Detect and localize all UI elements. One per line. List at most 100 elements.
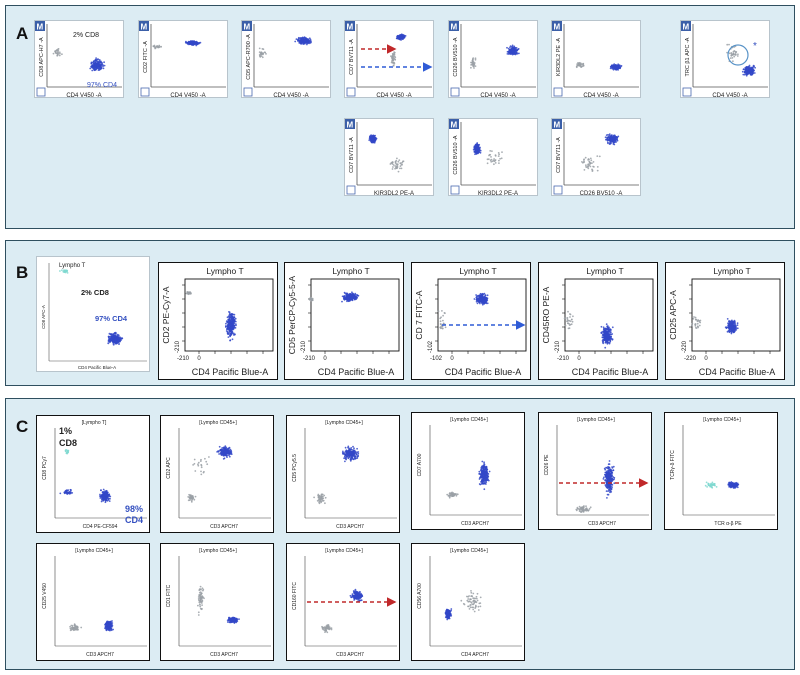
panel-c-plot-10: [Lympho CD45+] CD56 A700 CD4 APCH7: [411, 543, 525, 661]
y-axis-label: CD2 FITC -A: [143, 41, 149, 73]
marker-badge-label: M: [347, 121, 354, 130]
x-axis-label: CD3 APCH7: [588, 521, 616, 527]
event-cloud: [563, 310, 614, 349]
x-tick-label: 0: [323, 356, 327, 362]
marker-badge-label: M: [141, 23, 148, 32]
panel-a-plot-8: M CD7 BV711 -A KIR3DL2 PE-A: [344, 118, 434, 196]
x-tick-label: -210: [557, 356, 570, 362]
corner-gate-icon: [346, 185, 356, 195]
x-axis-label: CD4 V450 -A: [273, 93, 308, 98]
x-axis-label: CD4 APCH7: [461, 652, 489, 658]
y-axis-label: CD26 BV510 -A: [453, 135, 459, 174]
marker-badge-label: M: [554, 121, 561, 130]
panel-c-plot-6: [Lympho CD45+] TCRγ-δ FITC TCR α-β PE: [664, 412, 778, 530]
cd4-percent-label: 97% CD4: [95, 314, 128, 323]
x-axis-label: CD26 BV510 -A: [580, 191, 623, 196]
x-axis-label: CD4 PE-CF594: [83, 524, 118, 530]
corner-gate-icon: [450, 87, 460, 97]
x-axis-label: CD4 V450 -A: [376, 93, 411, 98]
gate-circle-icon: [727, 44, 749, 66]
cd4-label: CD4: [125, 515, 143, 525]
marker-badge-icon: [449, 21, 459, 31]
corner-gate-icon: [36, 87, 46, 97]
y-axis-label: CD7 BV711 -A: [349, 39, 355, 75]
x-tick-label: 0: [197, 356, 201, 362]
cd8-percent-label: 2% CD8: [73, 32, 99, 39]
y-axis-label: CD7 BV711 -A: [556, 137, 562, 173]
panel-b-plot-1: Lympho T 2% CD8 97% CD4 CD8 APC-A CD4 Pacifi…: [36, 256, 150, 372]
gate-title: [Lympho CD45+]: [577, 417, 615, 423]
y-axis-label: CD7 BV711 -A: [349, 137, 355, 173]
x-axis-label: CD4 Pacific Blue-A: [445, 367, 522, 377]
marker-badge-label: M: [347, 23, 354, 32]
marker-badge-icon: [242, 21, 252, 31]
corner-gate-icon: [140, 87, 150, 97]
corner-gate-icon: [346, 87, 356, 97]
event-cloud: [581, 133, 620, 172]
gate-title: [Lympho CD45+]: [325, 420, 363, 426]
x-axis-label: CD4 Pacific Blue-A: [78, 365, 116, 370]
marker-badge-label: M: [451, 23, 458, 32]
y-axis-label: CD56 A700: [417, 583, 423, 609]
x-axis-label: CD4 V450 -A: [583, 93, 618, 98]
panel-letter-a: A: [16, 24, 29, 43]
marker-badge-icon: [139, 21, 149, 31]
event-cloud: [197, 585, 240, 624]
panel-b-plot-4: Lympho T -102 0 -102 CD4 Pacific Blue-A CD 7 …: [411, 262, 531, 380]
gate-title: Lympho T: [59, 263, 86, 269]
gate-title: [Lympho CD45+]: [75, 548, 113, 554]
event-cloud: [446, 460, 491, 499]
x-axis-label: CD3 APCH7: [86, 652, 114, 658]
gate-title: [Lympho CD45+]: [450, 417, 488, 423]
event-cloud: [575, 460, 616, 513]
y-tick-label: -210: [555, 340, 561, 353]
marker-badge-icon: [449, 119, 459, 129]
y-axis-label: CD5 PerCP-Cy5-5-A: [287, 275, 297, 354]
cd8-percent-label: 2% CD8: [81, 288, 109, 297]
x-tick-label: 0: [704, 356, 708, 362]
x-axis-label: TCR α-β PE: [714, 521, 742, 527]
x-axis-label: KIR3DL2 PE-A: [374, 191, 414, 196]
gate-title: [Lympho CD45+]: [450, 548, 488, 554]
marker-badge-label: M: [554, 23, 561, 32]
x-axis-label: CD3 APCH7: [210, 652, 238, 658]
x-tick-label: 0: [450, 356, 454, 362]
panel-c-plot-2: [Lympho CD45+] CD2 APC CD3 APCH7: [160, 415, 274, 533]
x-axis-label: CD4 V450 -A: [712, 93, 747, 98]
marker-badge-icon: [345, 119, 355, 129]
x-axis-label: CD4 Pacific Blue-A: [318, 367, 395, 377]
x-tick-label: -210: [303, 356, 316, 362]
panel-b-plot-2: Lympho T -210 0 -210 CD4 Pacific Blue-A CD2 P…: [158, 262, 278, 380]
y-tick-label: -220: [682, 340, 688, 353]
y-tick-label: -210: [301, 340, 307, 353]
corner-gate-icon: [243, 87, 253, 97]
y-axis-label: CD 7 FITC-A: [414, 290, 424, 339]
panel-letter-b: B: [16, 263, 29, 282]
event-cloud: [470, 44, 520, 69]
event-cloud: [390, 33, 407, 67]
x-axis-label: CD3 APCH7: [210, 524, 238, 530]
gate-title: Lympho T: [586, 266, 623, 276]
marker-badge-label: M: [37, 23, 44, 32]
corner-gate-icon: [450, 185, 460, 195]
event-cloud: [313, 445, 360, 505]
event-cloud: [52, 48, 106, 72]
event-cloud: [59, 269, 124, 346]
panel-c-plot-5: [Lympho CD45+] CD26 PE CD3 APCH7: [538, 412, 652, 530]
x-axis-label: CD4 V450 -A: [480, 93, 515, 98]
marker-badge-label: M: [683, 23, 690, 32]
panel-letter-c: C: [16, 417, 29, 436]
y-axis-label: CD160 FITC: [292, 582, 298, 610]
x-axis-label: CD3 APCH7: [336, 652, 364, 658]
event-cloud: [321, 588, 364, 634]
y-axis-label: CD8 APC-H7 -A: [39, 37, 45, 77]
panel-a-plot-4: M CD7 BV711 -A CD4 V450 -A: [344, 20, 434, 98]
marker-badge-icon: [552, 21, 562, 31]
event-cloud: [152, 40, 202, 50]
marker-badge-label: M: [244, 23, 251, 32]
event-cloud: [258, 36, 312, 59]
x-tick-label: -220: [684, 356, 697, 362]
event-cloud: [575, 61, 623, 71]
y-axis-label: CD2 APC: [166, 457, 172, 479]
gate-title: Lympho T: [459, 266, 496, 276]
